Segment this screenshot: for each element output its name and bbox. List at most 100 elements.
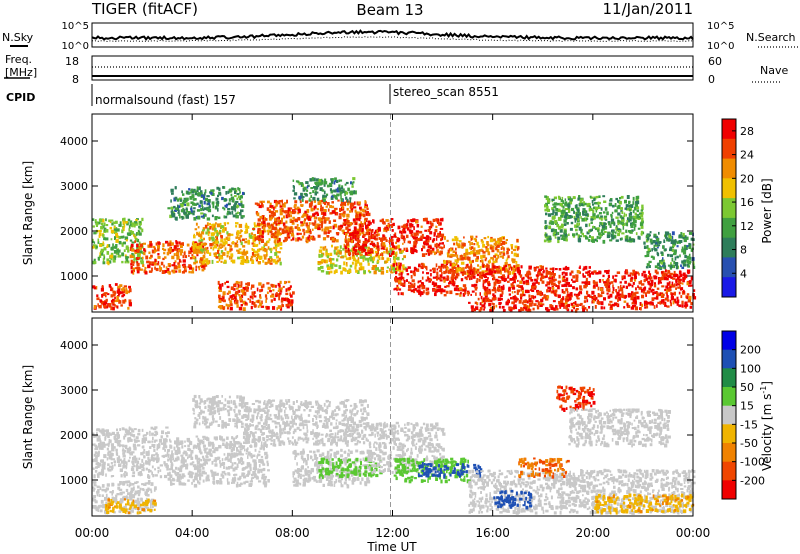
power-data-cell [563,283,567,287]
power-data-cell [317,224,320,228]
power-data-cell [354,251,357,256]
power-data-cell [438,251,441,254]
power-data-cell [359,211,362,214]
power-data-cell [619,215,623,219]
power-data-cell [242,250,245,254]
power-data-cell [119,291,122,295]
power-data-cell [95,222,99,226]
power-data-cell [115,228,119,232]
power-data-cell [659,278,662,281]
power-data-cell [380,243,383,247]
power-data-cell [678,234,682,238]
power-data-cell [394,254,398,257]
power-data-cell [334,264,338,267]
power-data-cell [656,237,660,242]
power-data-cell [536,306,540,310]
power-data-cell [557,225,561,230]
power-data-cell [364,200,367,204]
power-data-cell [136,248,140,251]
power-data-cell [669,248,673,252]
power-data-cell [553,307,556,311]
power-data-cell [99,300,103,303]
power-data-cell [393,256,395,260]
power-data-cell [561,237,564,240]
power-data-cell [230,206,233,210]
power-data-cell [502,251,505,254]
power-data-cell [471,284,475,287]
power-data-cell [670,246,672,250]
power-data-cell [364,203,367,207]
power-data-cell [136,262,140,267]
power-data-cell [134,237,138,241]
power-data-cell [411,284,414,288]
power-data-cell [530,295,534,299]
velocity-data-cell [93,495,96,499]
power-data-cell [231,210,234,215]
power-data-cell [692,265,696,269]
velocity-data-cell [113,497,118,501]
power-data-cell [113,257,117,260]
power-data-cell [545,226,548,230]
power-data-cell [637,271,639,275]
power-data-cell [336,193,340,197]
velocity-data-cell [128,484,131,488]
power-data-cell [467,291,470,295]
power-data-cell [459,267,463,271]
power-data-cell [291,299,294,304]
power-data-cell [232,198,235,203]
power-data-cell [568,209,571,213]
power-data-cell [239,212,242,216]
power-data-cell [109,286,112,289]
power-data-cell [449,268,452,272]
power-data-cell [541,292,544,296]
power-data-cell [169,214,173,219]
power-data-cell [670,264,672,267]
power-data-cell [358,249,362,252]
power-data-cell [592,296,596,299]
power-data-cell [668,288,672,292]
power-data-cell [134,240,137,243]
power-data-cell [357,201,361,205]
power-data-cell [281,228,285,233]
power-data-cell [470,277,473,280]
power-data-cell [257,230,260,234]
power-data-cell [367,262,370,266]
power-data-cell [519,280,523,284]
power-data-cell [274,205,277,209]
power-data-cell [374,237,378,241]
power-data-cell [316,208,319,211]
power-data-cell [529,308,532,312]
power-data-cell [464,256,467,261]
power-data-cell [324,259,328,264]
power-data-cell [191,267,195,271]
power-data-cell [317,267,321,271]
power-data-cell [378,269,382,272]
power-data-cell [532,296,535,300]
power-data-cell [274,246,278,249]
power-data-cell [234,202,238,205]
power-data-cell [305,193,308,197]
power-data-cell [496,266,500,269]
power-data-cell [329,257,332,261]
power-data-cell [347,202,349,206]
velocity-data-cell [141,483,144,486]
power-data-cell [346,208,349,211]
power-data-cell [394,232,397,235]
power-data-cell [228,211,232,215]
power-data-cell [550,279,554,284]
power-data-cell [157,261,160,264]
power-data-cell [681,282,684,285]
power-data-cell [453,254,457,257]
power-data-cell [349,197,352,200]
power-data-cell [599,221,602,225]
power-data-cell [578,226,582,231]
power-data-cell [371,240,374,244]
power-data-cell [588,208,592,211]
power-data-cell [287,213,291,218]
power-data-cell [178,269,182,273]
power-data-cell [143,252,146,256]
power-data-cell [193,190,197,193]
power-data-cell [399,269,401,273]
power-data-cell [196,253,199,257]
power-data-cell [588,306,591,309]
